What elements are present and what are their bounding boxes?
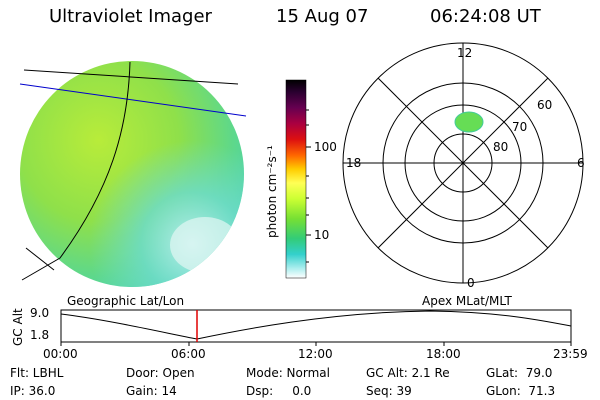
info-gain: Gain: 14 [126,384,177,398]
timeline-tick-4: 23:59 [553,347,588,361]
info-seq: Seq: 39 [366,384,412,398]
mlt-label-12: 12 [457,46,473,60]
colorbar-unit-label: photon cm⁻²s⁻¹ [265,145,279,238]
timeline-right-label: Apex MLat/MLT [422,294,512,308]
colorbar-tick-10: 10 [314,228,330,242]
uv-image-disk [19,61,247,287]
mlt-label-6: 6 [577,156,585,170]
timeline-plot [60,309,572,346]
info-ip: IP: 36.0 [10,384,56,398]
observation-date: 15 Aug 07 [276,6,369,27]
info-door: Door: Open [126,366,195,380]
timeline-y-max: 9.0 [30,306,50,320]
timeline-left-label: Geographic Lat/Lon [67,294,185,308]
info-glon: GLon: 71.3 [486,384,556,398]
timeline-tick-0: 00:00 [43,347,78,361]
geo-lon-line-2 [25,247,55,271]
geo-lat-line [23,69,239,85]
info-mode: Mode: Normal [246,366,330,380]
observation-time: 06:24:08 UT [430,6,541,27]
lat-label-80: 80 [493,140,509,154]
mlt-label-18: 18 [346,156,362,170]
info-filter: Flt: LBHL [10,366,64,380]
mlt-label-0: 0 [467,276,475,290]
info-dsp: Dsp: 0.0 [246,384,312,398]
lat-label-70: 70 [512,120,528,134]
colorbar-tick-100: 100 [314,140,337,154]
instrument-title: Ultraviolet Imager [49,6,212,27]
timeline-y-axis-label: GC Alt [11,308,25,346]
colorbar [285,79,311,279]
info-glat: GLat: 79.0 [486,366,553,380]
timeline-tick-1: 06:00 [171,347,206,361]
timeline-tick-3: 18:00 [426,347,461,361]
geo-lon-line [21,61,131,281]
info-gc-alt: GC Alt: 2.1 Re [366,366,450,380]
lat-label-60: 60 [537,98,553,112]
timeline-y-min: 1.8 [30,328,50,342]
aurora-blob [454,111,484,133]
polar-plot [342,42,584,284]
geo-lat-line-blue [19,83,247,117]
timeline-tick-2: 12:00 [298,347,333,361]
